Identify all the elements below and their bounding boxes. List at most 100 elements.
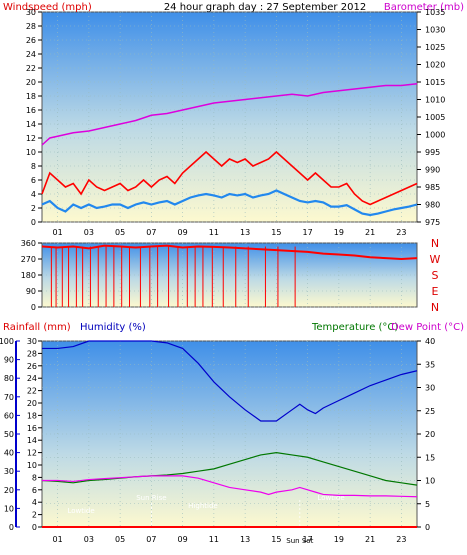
panel2-compass-label: N bbox=[431, 301, 439, 314]
panel1-left-tick-label: 18 bbox=[26, 92, 36, 101]
panel1-left-tick-label: 28 bbox=[26, 22, 36, 31]
panel1-left-tick-label: 30 bbox=[26, 8, 36, 17]
panel3-dewpoint-axis-label: Dew Point (°C) bbox=[391, 322, 464, 333]
panel3-annotation-lowtide-1: Lowtide bbox=[67, 507, 94, 515]
panel3-x-tick-label: 13 bbox=[240, 535, 250, 544]
panel3-humidity-axis-label: Humidity (%) bbox=[80, 322, 146, 333]
panel3-humidity-tick-label: 60 bbox=[4, 411, 14, 420]
panel2-compass-label: S bbox=[432, 269, 439, 282]
panel3-series-line bbox=[42, 475, 418, 498]
panel1-x-tick-label: 19 bbox=[334, 228, 344, 237]
panel3-right-tick-label: 25 bbox=[425, 407, 435, 416]
panel3-x-tick-label: 07 bbox=[146, 535, 156, 544]
panel3-rain-tick-label: 24 bbox=[27, 374, 37, 383]
panel2-compass-label: N bbox=[431, 237, 439, 250]
panel3-humidity-tick-label: 90 bbox=[4, 356, 14, 365]
panel3-humidity-tick-label: 10 bbox=[4, 504, 14, 513]
panel3-rain-tick-label: 2 bbox=[32, 511, 37, 520]
panel1-x-tick-label: 07 bbox=[146, 228, 156, 237]
panel3-rain-tick-label: 30 bbox=[27, 337, 37, 346]
panel3-rain-tick-label: 18 bbox=[27, 411, 37, 420]
panel3-annotation-lowtide-2: Lowtide bbox=[317, 494, 344, 502]
panel1-left-tick-label: 2 bbox=[31, 204, 36, 213]
panel1-x-tick-label: 23 bbox=[396, 228, 406, 237]
panel1-right-tick-label: 1025 bbox=[425, 43, 445, 52]
panel3-rain-axis-label: Rainfall (mm) bbox=[3, 322, 71, 333]
panel1-right-tick-label: 985 bbox=[425, 183, 440, 192]
panel1-left-tick-label: 14 bbox=[26, 120, 36, 129]
panel2-left-tick-label: 90 bbox=[26, 287, 36, 296]
panel3-x-tick-label: 17 bbox=[303, 535, 313, 544]
panel2-left-tick-label: 180 bbox=[21, 271, 36, 280]
panel3-humidity-tick-label: 0 bbox=[9, 523, 14, 532]
panel1-left-tick-label: 22 bbox=[26, 64, 36, 73]
panel3-rain-tick-label: 10 bbox=[27, 461, 37, 470]
panel3-right-tick-label: 35 bbox=[425, 360, 435, 369]
panel1-x-tick-label: 11 bbox=[209, 228, 219, 237]
panel3-rain-tick-label: 16 bbox=[27, 424, 37, 433]
panel1-right-tick-label: 1000 bbox=[425, 131, 445, 140]
panel3-rain-tick-label: 6 bbox=[32, 486, 37, 495]
panel3-series-line bbox=[42, 340, 418, 422]
panel3-humidity-tick-label: 50 bbox=[4, 430, 14, 439]
panel1-x-tick-label: 17 bbox=[303, 228, 313, 237]
panel3-series-line bbox=[41, 451, 418, 486]
panel3-right-tick-label: 20 bbox=[425, 430, 435, 439]
panel1-x-tick-label: 01 bbox=[53, 228, 63, 237]
panel1-x-tick-label: 21 bbox=[365, 228, 375, 237]
panel1-right-tick-label: 1005 bbox=[425, 113, 445, 122]
panel1-left-tick-label: 8 bbox=[31, 162, 36, 171]
panel1-left-tick-label: 24 bbox=[26, 50, 36, 59]
panel3-x-tick-label: 19 bbox=[334, 535, 344, 544]
chart-title: 24 hour graph day : 27 September 2012 bbox=[164, 2, 366, 13]
panel1-left-tick-label: 4 bbox=[31, 190, 36, 199]
panel3-rain-tick-label: 4 bbox=[32, 498, 37, 507]
panel3-rain-tick-label: 12 bbox=[27, 449, 37, 458]
panel2-compass-label: W bbox=[430, 253, 441, 266]
panel3-temp-axis-label: Temperature (°C) bbox=[311, 322, 398, 333]
panel3-right-tick-label: 15 bbox=[425, 453, 435, 462]
panel1-right-tick-label: 1030 bbox=[425, 26, 445, 35]
panel1-series-line bbox=[41, 150, 418, 206]
panel1-left-axis-label: Windspeed (mph) bbox=[3, 2, 92, 13]
panel2-left-tick-label: 0 bbox=[31, 303, 36, 312]
panel1-right-tick-label: 1020 bbox=[425, 61, 445, 70]
panel3-x-tick-label: 05 bbox=[115, 535, 125, 544]
panel1-right-tick-label: 990 bbox=[425, 166, 440, 175]
panel1-x-tick-label: 05 bbox=[115, 228, 125, 237]
panel3-right-tick-label: 30 bbox=[425, 384, 435, 393]
panel3-humidity-tick-label: 100 bbox=[0, 337, 14, 346]
panel1-series-line bbox=[41, 83, 418, 146]
panel2-direction-line bbox=[41, 244, 418, 261]
panel1-right-tick-label: 995 bbox=[425, 148, 440, 157]
panel3-rain-tick-label: 26 bbox=[27, 362, 37, 371]
panel1-left-tick-label: 10 bbox=[26, 148, 36, 157]
panel1-right-axis-label: Barometer (mb) bbox=[384, 2, 464, 13]
panel2-left-tick-label: 360 bbox=[21, 239, 36, 248]
panel3-annotation-hightide: Hightide bbox=[188, 502, 218, 510]
panel1-left-tick-label: 16 bbox=[26, 106, 36, 115]
panel1-right-tick-label: 1035 bbox=[425, 8, 445, 17]
panel3-annotation-sunrise: Sun Rise bbox=[136, 494, 166, 502]
panel3-humidity-tick-label: 70 bbox=[4, 393, 14, 402]
panel3-x-tick-label: 23 bbox=[396, 535, 406, 544]
panel3-x-tick-label: 03 bbox=[84, 535, 94, 544]
panel1-series-line bbox=[41, 189, 418, 217]
panel3-humidity-tick-label: 30 bbox=[4, 467, 14, 476]
panel3-humidity-tick-label: 20 bbox=[4, 486, 14, 495]
panel1-right-tick-label: 1010 bbox=[425, 96, 445, 105]
panel1-x-tick-label: 03 bbox=[84, 228, 94, 237]
panel3-x-tick-label: 21 bbox=[365, 535, 375, 544]
panel1-right-tick-label: 980 bbox=[425, 201, 440, 210]
panel1-plot-area bbox=[41, 11, 418, 223]
panel3-humidity-tick-label: 80 bbox=[4, 374, 14, 383]
panel3-right-tick-label: 5 bbox=[425, 500, 430, 509]
panel3-rain-tick-label: 8 bbox=[32, 473, 37, 482]
panel3-x-tick-label: 09 bbox=[178, 535, 188, 544]
panel3-rain-tick-label: 28 bbox=[27, 349, 37, 358]
panel3-x-tick-label: 11 bbox=[209, 535, 219, 544]
panel1-left-tick-label: 20 bbox=[26, 78, 36, 87]
panel1-x-tick-label: 15 bbox=[271, 228, 281, 237]
